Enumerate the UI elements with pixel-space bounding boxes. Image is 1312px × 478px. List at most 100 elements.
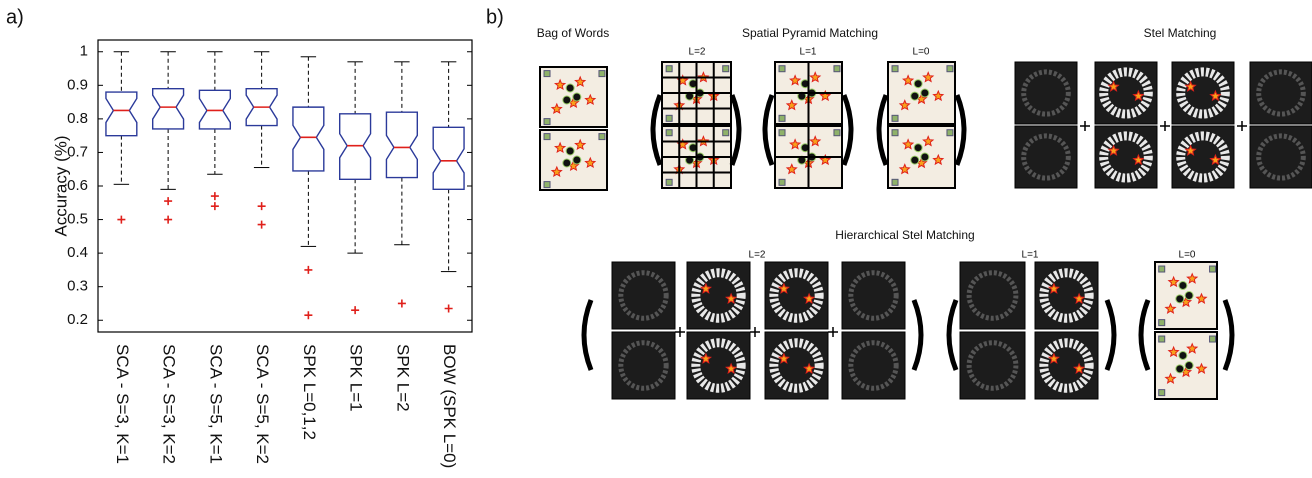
diagram-title: Hierarchical Stel Matching xyxy=(835,228,974,242)
bracket xyxy=(1107,300,1114,370)
bracket xyxy=(844,95,851,165)
plus-sign xyxy=(1237,121,1247,131)
corner-icon xyxy=(1159,266,1165,272)
diagram-title: Stel Matching xyxy=(1144,26,1217,40)
level-label: L=0 xyxy=(1179,250,1196,261)
diagram-title: Bag of Words xyxy=(537,26,609,40)
bracket xyxy=(732,95,739,165)
outlier xyxy=(164,197,172,205)
y-tick-label: 0.6 xyxy=(67,177,88,194)
plus-sign xyxy=(828,327,838,337)
bracket xyxy=(1225,300,1232,370)
x-tick-label: SPK L=1 xyxy=(347,344,366,412)
dot-icon xyxy=(566,147,574,155)
plot-frame xyxy=(98,40,472,332)
dot-icon xyxy=(921,153,929,161)
dot-icon xyxy=(573,156,581,164)
corner-icon xyxy=(947,130,953,136)
outlier xyxy=(304,311,312,319)
outlier xyxy=(258,202,266,210)
plus-sign xyxy=(675,327,685,337)
corner-icon xyxy=(779,179,785,185)
corner-icon xyxy=(1159,320,1165,326)
dot-icon xyxy=(573,93,581,101)
bracket xyxy=(957,95,964,165)
x-tick-label: SPK L=2 xyxy=(393,344,412,412)
corner-icon xyxy=(1159,390,1165,396)
outlier xyxy=(304,266,312,274)
corner-icon xyxy=(892,115,898,121)
outlier xyxy=(211,202,219,210)
corner-icon xyxy=(1159,336,1165,342)
corner-icon xyxy=(666,130,672,136)
outlier xyxy=(445,305,453,313)
x-tick-label: SCA - S=3, K=1 xyxy=(113,344,132,464)
y-tick-label: 0.9 xyxy=(67,76,88,93)
figure: a) Accuracy (%) b) Bag of Words Spatial … xyxy=(0,0,1312,478)
plus-sign xyxy=(750,327,760,337)
corner-icon xyxy=(892,130,898,136)
corner-icon xyxy=(779,66,785,72)
dot-icon xyxy=(1185,362,1193,370)
dot-icon xyxy=(1179,281,1187,289)
outlier xyxy=(351,306,359,314)
corner-icon xyxy=(666,179,672,185)
y-tick-label: 0.5 xyxy=(67,211,88,228)
corner-icon xyxy=(666,66,672,72)
bracket xyxy=(949,300,956,370)
outlier xyxy=(398,299,406,307)
plus-sign xyxy=(1080,121,1090,131)
dot-icon xyxy=(563,159,571,167)
x-tick-label: BOW (SPK L=0) xyxy=(440,344,459,468)
bracket xyxy=(584,300,591,370)
plus-sign xyxy=(1160,121,1170,131)
box xyxy=(340,114,371,179)
corner-icon xyxy=(723,130,729,136)
corner-icon xyxy=(599,71,605,77)
box xyxy=(433,127,464,189)
corner-icon xyxy=(544,71,550,77)
x-tick-label: SCA - S=5, K=1 xyxy=(206,344,225,464)
corner-icon xyxy=(544,119,550,125)
corner-icon xyxy=(599,134,605,140)
box xyxy=(293,107,324,171)
corner-icon xyxy=(666,115,672,121)
outlier xyxy=(258,221,266,229)
corner-icon xyxy=(834,66,840,72)
dot-icon xyxy=(914,80,922,88)
dot-icon xyxy=(921,89,929,97)
corner-icon xyxy=(723,66,729,72)
dot-icon xyxy=(911,92,919,100)
bracket xyxy=(653,95,660,165)
level-label: L=0 xyxy=(913,47,930,58)
outlier xyxy=(164,216,172,224)
box xyxy=(386,112,417,177)
corner-icon xyxy=(892,66,898,72)
level-label: L=2 xyxy=(749,250,766,261)
y-tick-label: 0.7 xyxy=(67,143,88,160)
y-tick-label: 0.4 xyxy=(67,244,88,261)
dot-icon xyxy=(911,156,919,164)
x-tick-label: SPK L=0,1,2 xyxy=(300,344,319,440)
bracket xyxy=(879,95,886,165)
dot-icon xyxy=(914,144,922,152)
dot-icon xyxy=(1179,351,1187,359)
dot-icon xyxy=(566,84,574,92)
corner-icon xyxy=(779,130,785,136)
x-tick-label: SCA - S=3, K=2 xyxy=(160,344,179,464)
y-tick-label: 1 xyxy=(80,43,88,60)
corner-icon xyxy=(947,66,953,72)
box xyxy=(153,89,184,129)
corner-icon xyxy=(779,115,785,121)
bracket xyxy=(914,300,921,370)
level-label: L=1 xyxy=(1022,250,1039,261)
dot-icon xyxy=(563,96,571,104)
box xyxy=(199,90,230,129)
x-tick-label: SCA - S=5, K=2 xyxy=(253,344,272,464)
panel-label: b) xyxy=(486,6,504,28)
bracket xyxy=(1141,300,1148,370)
corner-icon xyxy=(892,179,898,185)
outlier xyxy=(117,216,125,224)
bracket xyxy=(765,95,772,165)
diagram-title: Spatial Pyramid Matching xyxy=(742,26,878,40)
